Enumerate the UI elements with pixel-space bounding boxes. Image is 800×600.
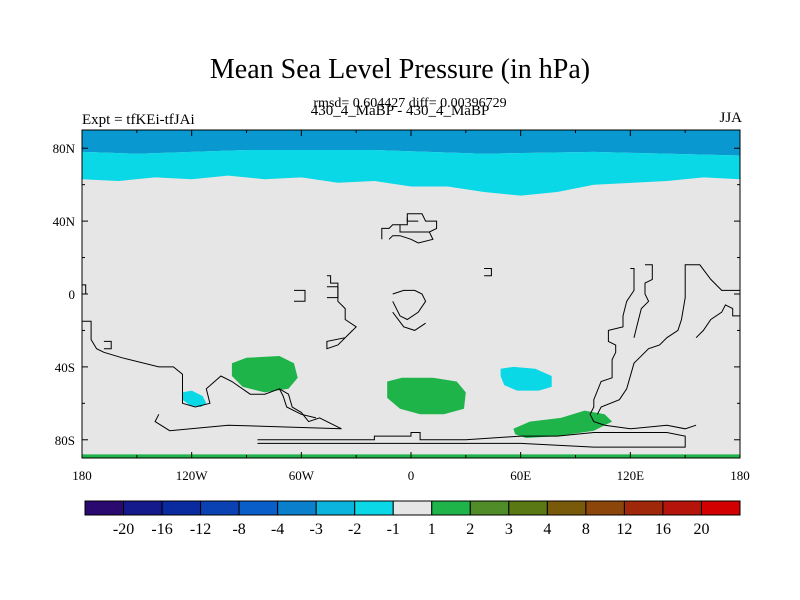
- colorbar-swatch: [161, 500, 202, 516]
- continent-outline-andes: [278, 388, 317, 419]
- colorbar-label: -12: [190, 521, 211, 538]
- continent-outline-island-4: [103, 340, 112, 350]
- y-tick-label: 80S: [55, 433, 75, 448]
- colorbar-swatch: [469, 500, 510, 516]
- colorbar: -20 -16 -12 -8 -4 -3 -2 -1 1 2 3 4 8 12 16 20: [84, 500, 741, 538]
- experiment-label: Expt = tfKEi-tfJAi: [82, 112, 195, 128]
- colorbar-swatch: [200, 500, 240, 516]
- colorbar-swatch: [662, 500, 702, 516]
- x-tick-label: 120W: [176, 468, 209, 483]
- season-label: JJA: [719, 110, 742, 126]
- chart-subtitle: rmsd= 0.604427 diff= 0.00396729: [313, 96, 507, 111]
- colorbar-swatch: [123, 500, 163, 516]
- colorbar-label: -3: [310, 521, 323, 538]
- continent-outline-europe: [381, 213, 438, 244]
- map-plot-area: 180 120W 60W 0 60E 120E 180 80N 40N 0 40S 80S: [53, 129, 750, 483]
- colorbar-swatch: [585, 500, 625, 516]
- x-tick-label: 180: [72, 468, 92, 483]
- contour-arctic-band-dark: [82, 130, 740, 156]
- x-tick-label: 120E: [617, 468, 645, 483]
- x-tick-label: 60E: [510, 468, 531, 483]
- colorbar-label: 4: [543, 521, 551, 538]
- x-tick-label: 60W: [289, 468, 315, 483]
- y-tick-label: 40S: [55, 360, 75, 375]
- colorbar-swatch: [623, 500, 664, 516]
- continent-outline-asia: [589, 268, 697, 430]
- continent-outline-island-1: [326, 286, 339, 299]
- colorbar-swatch: [84, 500, 125, 516]
- colorbar-label: -8: [232, 521, 245, 538]
- contour-south-pacific-low: [182, 390, 207, 407]
- colorbar-label: 2: [466, 521, 474, 538]
- continent-outline-north-1: [399, 224, 430, 233]
- contour-south-indian-low: [500, 366, 552, 391]
- colorbar-swatch: [392, 500, 433, 516]
- continent-outline-island-3: [484, 268, 492, 277]
- colorbar-label: 16: [655, 521, 671, 538]
- contour-south-indian-high: [513, 410, 613, 438]
- colorbar-label: 12: [616, 521, 632, 538]
- contour-south-atlantic-high: [387, 377, 466, 415]
- continent-outline-island-2: [294, 289, 306, 302]
- colorbar-swatch: [431, 500, 471, 516]
- continent-outline-pacific-east: [596, 264, 740, 415]
- colorbar-label: 20: [693, 521, 709, 538]
- continent-outline-africa-1: [326, 275, 357, 350]
- y-tick-label: 0: [69, 287, 76, 302]
- y-tick-label: 40N: [53, 214, 76, 229]
- colorbar-label: -4: [271, 521, 284, 538]
- contour-south-pacific-high: [231, 356, 298, 393]
- continent-outline-antarctic: [257, 432, 686, 448]
- colorbar-label: 3: [505, 521, 513, 538]
- contour-arctic-band-light: [82, 150, 740, 196]
- center-label: 430_4_MaBP - 430_4_MaBP: [310, 103, 490, 119]
- colorbar-label: -2: [348, 521, 361, 538]
- colorbar-swatch: [700, 500, 741, 516]
- continent-outline-north-2: [406, 217, 419, 222]
- continent-outline-pacific-east-2: [695, 304, 740, 339]
- colorbar-swatch: [315, 500, 356, 516]
- chart-title: Mean Sea Level Pressure (in hPa): [209, 54, 591, 85]
- colorbar-label: -16: [151, 521, 172, 538]
- colorbar-label: 8: [582, 521, 590, 538]
- colorbar-swatch: [238, 500, 279, 516]
- colorbar-swatch: [277, 500, 317, 516]
- colorbar-swatch: [508, 500, 548, 516]
- colorbar-label: -1: [387, 521, 400, 538]
- continent-outline-south-america: [82, 320, 342, 432]
- colorbar-swatch: [354, 500, 394, 516]
- continent-outline-asia-2: [633, 264, 653, 338]
- continent-outline-africa-2: [392, 289, 427, 321]
- y-tick-label: 80N: [53, 141, 76, 156]
- continent-outline-africa-3: [392, 311, 426, 331]
- colorbar-label: -20: [113, 521, 134, 538]
- colorbar-label: 1: [428, 521, 436, 538]
- colorbar-swatch: [546, 500, 587, 516]
- x-tick-label: 180: [730, 468, 750, 483]
- x-tick-label: 0: [408, 468, 415, 483]
